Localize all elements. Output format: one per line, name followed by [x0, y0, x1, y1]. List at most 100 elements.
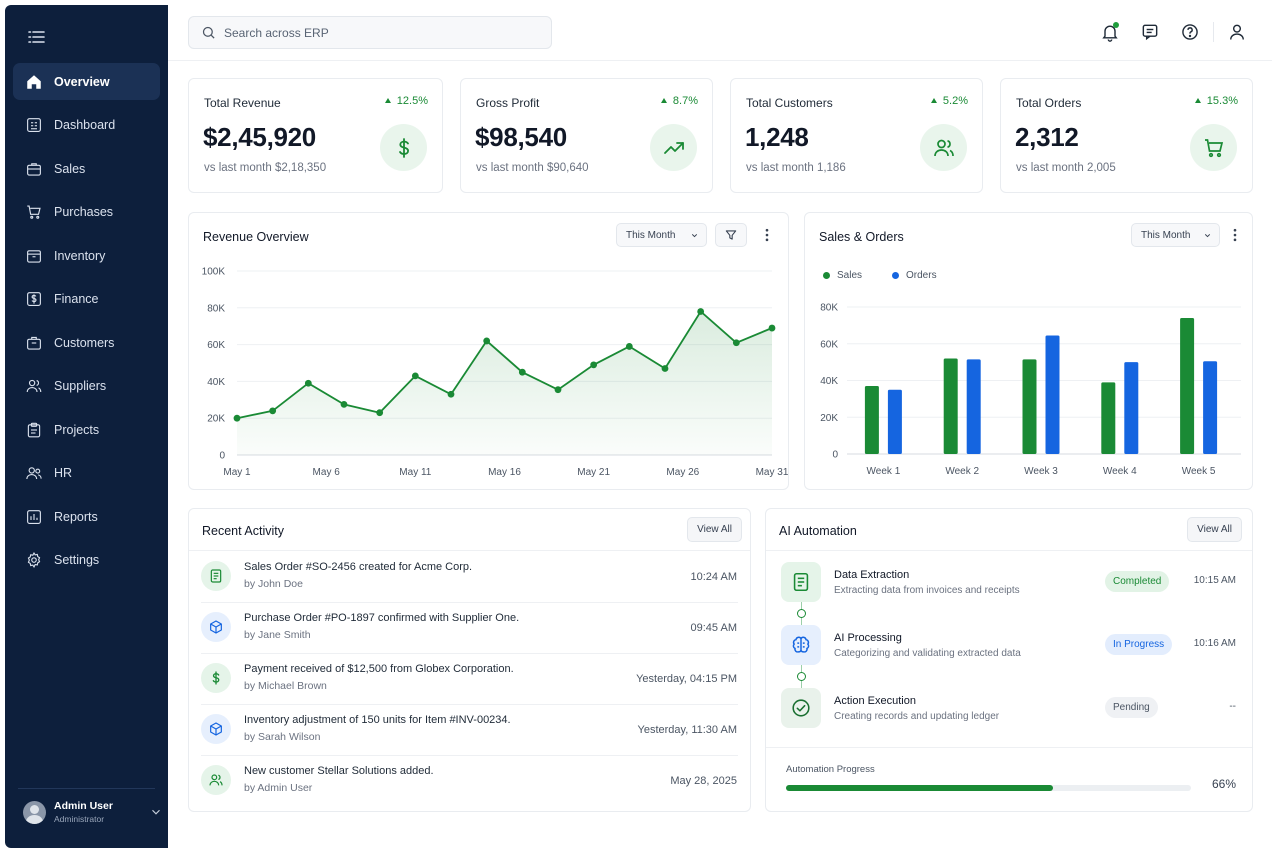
bar-sales[interactable]	[1022, 359, 1037, 454]
bar-sales[interactable]	[943, 358, 958, 454]
data-point[interactable]	[483, 337, 491, 345]
legend-swatch	[823, 272, 830, 279]
activity-item[interactable]: Purchase Order #PO-1897 confirmed with S…	[189, 603, 750, 654]
activity-item[interactable]: Inventory adjustment of 150 units for It…	[189, 705, 750, 756]
sidebar-item-purchases[interactable]: Purchases	[13, 194, 160, 231]
user-role: Administrator	[54, 813, 105, 824]
activity-item[interactable]: Payment received of $12,500 from Globex …	[189, 654, 750, 705]
more-options-icon[interactable]	[1228, 225, 1242, 245]
user-icon[interactable]	[1227, 22, 1247, 42]
data-point[interactable]	[554, 386, 562, 394]
bar-orders[interactable]	[966, 359, 981, 454]
sidebar-item-label: Sales	[54, 161, 86, 176]
bar-sales[interactable]	[1101, 382, 1116, 454]
kpi-change: 5.2%	[931, 95, 968, 107]
sidebar-item-customers[interactable]: Customers	[13, 324, 160, 361]
period-select[interactable]: This Month	[1131, 223, 1220, 247]
automation-step[interactable]: Action Execution Creating records and up…	[766, 688, 1252, 736]
y-tick-label: 80K	[820, 303, 838, 314]
bar-orders[interactable]	[1045, 335, 1060, 454]
sales-orders-bar-chart: 0 20K 40K 60K 80K Week 1 Week 2 Week 3 Week 4 Wee…	[820, 303, 1241, 477]
data-point[interactable]	[304, 379, 312, 387]
home-icon	[27, 74, 41, 89]
activity-item[interactable]: New customer Stellar Solutions added. by…	[189, 756, 750, 807]
data-point[interactable]	[661, 365, 669, 372]
sidebar-item-projects[interactable]: Projects	[13, 411, 160, 448]
bar-orders[interactable]	[887, 389, 902, 454]
revenue-line	[236, 310, 773, 420]
data-point[interactable]	[732, 339, 740, 347]
panel-divider	[766, 747, 1252, 748]
data-point[interactable]	[233, 414, 241, 422]
kpi-change: 15.3%	[1195, 95, 1238, 107]
bar-sales[interactable]	[1180, 318, 1195, 454]
kpi-card-customers: Total Customers 5.2% 1,248 vs last month…	[730, 78, 983, 193]
data-point[interactable]	[447, 390, 455, 398]
x-tick-label: Week 4	[1103, 466, 1137, 477]
data-point[interactable]	[376, 409, 384, 417]
view-all-button[interactable]: View All	[687, 517, 742, 542]
data-point[interactable]	[768, 324, 776, 332]
step-title: AI Processing	[834, 632, 902, 644]
status-badge: In Progress	[1105, 634, 1173, 655]
data-point[interactable]	[590, 361, 598, 369]
kpi-title: Total Orders	[1016, 96, 1082, 110]
help-icon[interactable]	[1180, 22, 1200, 42]
period-select-value: This Month	[1141, 229, 1191, 241]
dollar-icon	[398, 137, 409, 158]
chevron-down-icon	[691, 234, 698, 238]
automation-step[interactable]: Data Extraction Extracting data from inv…	[766, 562, 1252, 610]
bar-orders[interactable]	[1124, 362, 1139, 454]
activity-item[interactable]: Sales Order #SO-2456 created for Acme Co…	[189, 552, 750, 603]
kpi-card-orders: Total Orders 15.3% 2,312 vs last month 2…	[1000, 78, 1253, 193]
bell-icon[interactable]	[1100, 22, 1120, 42]
bar-sales[interactable]	[864, 386, 879, 454]
data-point[interactable]	[625, 343, 633, 350]
activity-title: New customer Stellar Solutions added.	[244, 765, 434, 777]
activity-author: by Admin User	[244, 782, 313, 794]
progress-value: 66%	[1211, 777, 1236, 791]
data-point[interactable]	[697, 308, 705, 315]
search-input[interactable]	[224, 25, 524, 40]
sidebar-item-label: Projects	[54, 422, 100, 437]
data-point[interactable]	[411, 372, 419, 380]
legend-label: Orders	[906, 270, 937, 281]
user-menu[interactable]: Admin User Administrator	[23, 795, 163, 829]
y-tick-label: 80K	[207, 303, 225, 314]
automation-step[interactable]: AI Processing Categorizing and validatin…	[766, 625, 1252, 673]
bar-orders[interactable]	[1203, 361, 1218, 454]
sidebar-item-overview[interactable]: Overview	[13, 63, 160, 100]
view-all-button[interactable]: View All	[1187, 517, 1242, 542]
dashboard-icon	[27, 118, 41, 132]
x-tick-label: May 21	[577, 467, 610, 478]
chevron-down-icon[interactable]	[149, 805, 163, 819]
sidebar-divider	[18, 788, 155, 789]
legend-item-orders[interactable]: Orders	[892, 270, 937, 281]
more-options-icon[interactable]	[760, 225, 774, 245]
data-point[interactable]	[340, 401, 348, 408]
revenue-line-chart: 0 20K 40K 60K 80K 100K May 1 May 6 May 11 May 16 M…	[202, 267, 789, 479]
message-icon[interactable]	[1140, 22, 1160, 42]
sidebar-item-reports[interactable]: Reports	[13, 498, 160, 535]
menu-icon[interactable]	[25, 25, 49, 49]
sidebar-item-finance[interactable]: Finance	[13, 281, 160, 318]
sidebar-item-settings[interactable]: Settings	[13, 542, 160, 579]
sidebar-item-dashboard[interactable]: Dashboard	[13, 107, 160, 144]
avatar	[23, 800, 46, 824]
search-bar[interactable]	[188, 16, 552, 49]
data-point[interactable]	[269, 407, 277, 415]
step-description: Categorizing and validating extracted da…	[834, 648, 1021, 659]
progress-label: Automation Progress	[786, 764, 875, 775]
cart-icon	[27, 205, 41, 219]
legend-item-sales[interactable]: Sales	[823, 270, 862, 281]
sidebar-item-sales[interactable]: Sales	[13, 150, 160, 187]
sidebar-item-inventory[interactable]: Inventory	[13, 237, 160, 274]
step-icon-badge	[781, 625, 821, 665]
sidebar-item-suppliers[interactable]: Suppliers	[13, 368, 160, 405]
kpi-icon-badge	[380, 124, 427, 171]
kpi-value: $2,45,920	[203, 122, 316, 152]
sidebar-item-hr[interactable]: HR	[13, 455, 160, 492]
period-select[interactable]: This Month	[616, 223, 707, 247]
filter-button[interactable]	[715, 223, 747, 247]
data-point[interactable]	[518, 368, 526, 376]
